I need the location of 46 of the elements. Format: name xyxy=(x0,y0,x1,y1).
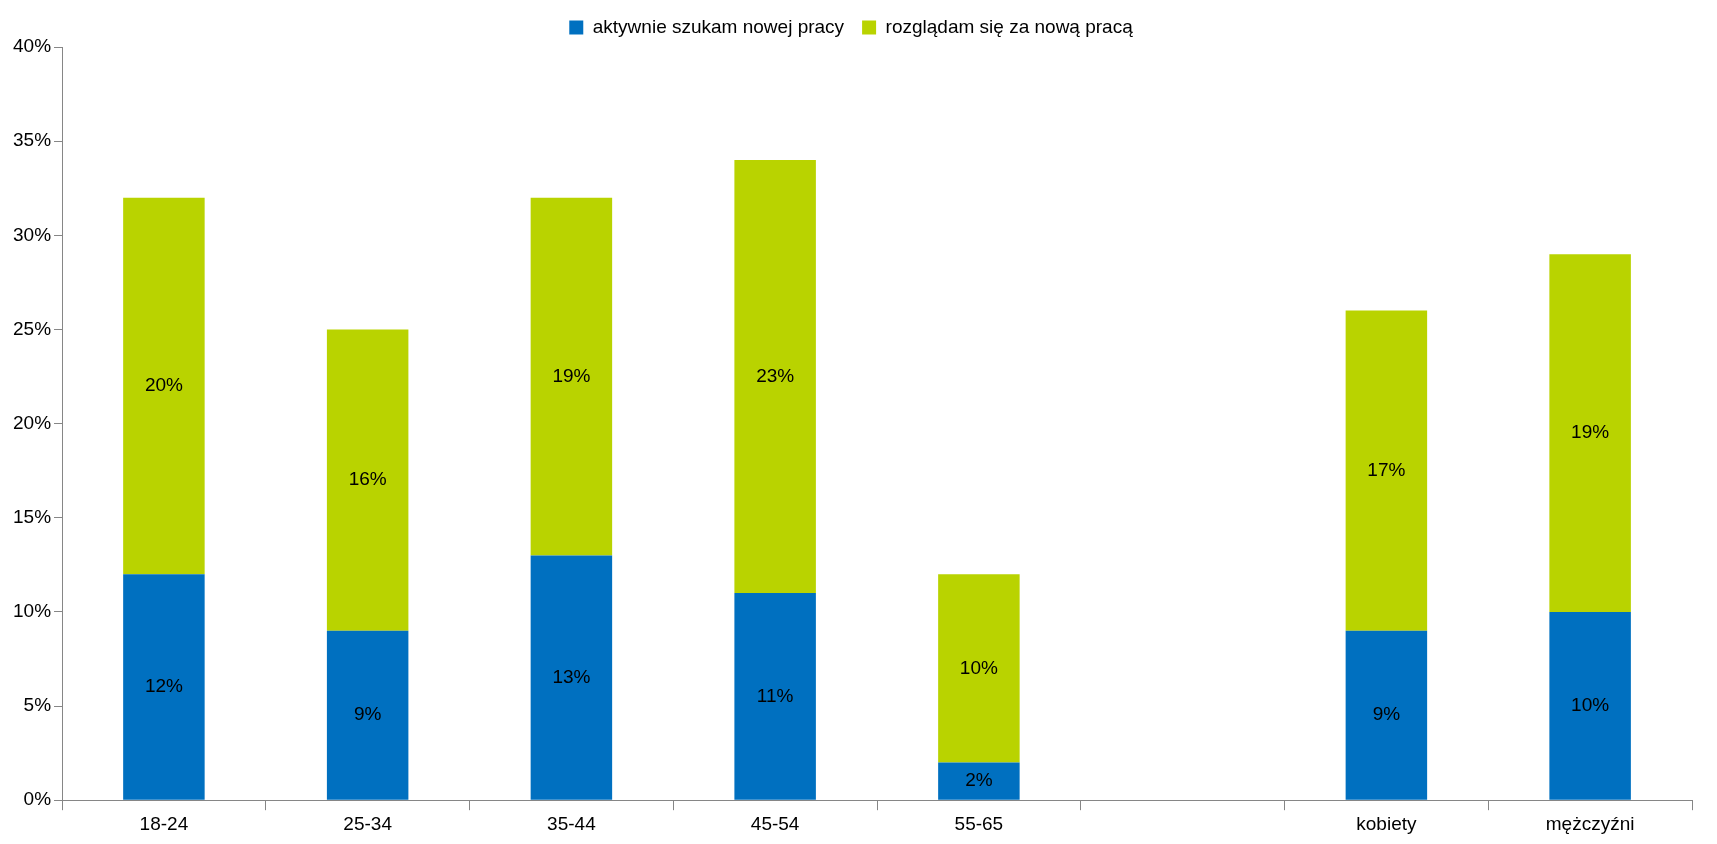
x-tick-label: 25-34 xyxy=(343,812,393,834)
y-tick-label: 30% xyxy=(13,223,52,245)
data-label: 17% xyxy=(1367,458,1406,480)
bar xyxy=(1345,310,1428,631)
bar xyxy=(1549,611,1631,800)
bar xyxy=(938,762,1020,800)
x-tick-label: 55-65 xyxy=(954,812,1004,834)
data-label: 23% xyxy=(756,364,795,386)
data-label: 13% xyxy=(552,665,591,687)
x-tick-label: 45-54 xyxy=(750,812,800,834)
y-tick-label: 25% xyxy=(13,317,52,339)
bar xyxy=(1345,630,1428,800)
y-tick-label: 0% xyxy=(23,788,52,810)
bar xyxy=(123,574,205,800)
bar xyxy=(938,574,1020,763)
data-label: 19% xyxy=(552,364,591,386)
x-tick-label: kobiety xyxy=(1356,812,1417,834)
bar xyxy=(123,197,205,575)
data-label: 10% xyxy=(1571,694,1610,716)
y-tick-label: 20% xyxy=(13,411,52,433)
bar xyxy=(530,197,613,556)
y-tick-label: 35% xyxy=(13,129,52,151)
bar xyxy=(734,159,816,594)
bar xyxy=(326,329,409,631)
bar xyxy=(530,555,613,800)
legend-label: aktywnie szukam nowej pracy xyxy=(592,15,845,37)
data-label: 16% xyxy=(348,468,387,490)
y-tick-label: 5% xyxy=(23,694,52,716)
x-tick-label: mężczyźni xyxy=(1545,812,1635,834)
data-label: 10% xyxy=(959,656,999,678)
data-label: 2% xyxy=(965,769,993,791)
bar xyxy=(734,593,816,800)
data-label: 9% xyxy=(1372,703,1401,725)
data-label: 9% xyxy=(353,703,382,725)
data-label: 11% xyxy=(756,684,794,706)
y-tick-label: 40% xyxy=(13,35,52,57)
data-label: 12% xyxy=(144,675,184,697)
bar xyxy=(1549,254,1631,612)
data-label: 19% xyxy=(1571,421,1610,443)
x-tick-label: 35-44 xyxy=(547,812,597,834)
x-tick-label: 18-24 xyxy=(139,812,189,834)
y-tick-label: 15% xyxy=(13,505,52,527)
y-tick-label: 10% xyxy=(13,600,52,622)
bar xyxy=(326,630,409,800)
data-label: 20% xyxy=(144,374,184,396)
legend-label: rozglądam się za nową pracą xyxy=(885,15,1134,37)
